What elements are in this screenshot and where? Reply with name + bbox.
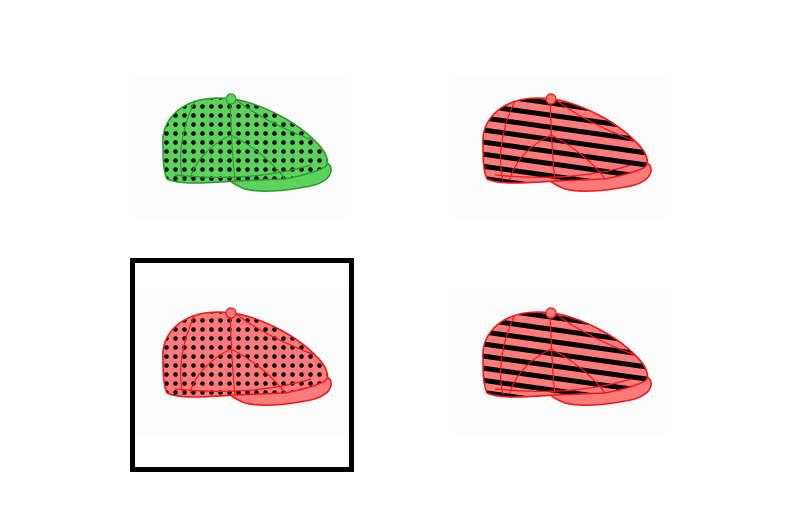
cap-option-red-stripes-2[interactable]: [455, 289, 665, 434]
flat-cap-icon: [482, 307, 652, 406]
flat-cap-icon: [162, 307, 332, 406]
cap-option-red-dots[interactable]: [135, 289, 345, 434]
flat-cap-icon: [482, 93, 652, 192]
flat-cap-icon: [162, 93, 332, 192]
cap-option-red-stripes[interactable]: [455, 75, 665, 220]
cap-option-green-dots[interactable]: [135, 75, 345, 220]
